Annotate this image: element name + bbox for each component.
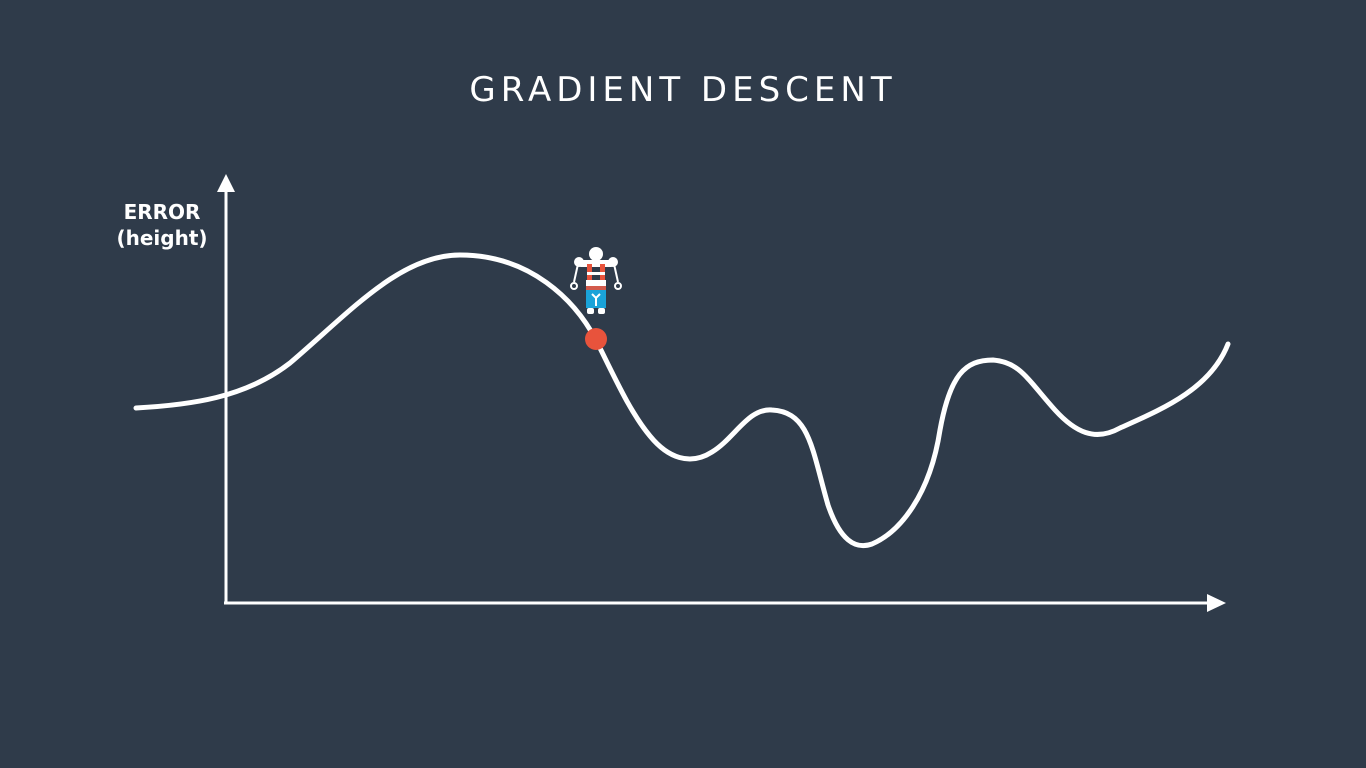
- slide-title: GRADIENT DESCENT: [469, 70, 897, 110]
- y-axis-arrowhead: [217, 174, 235, 192]
- y-axis-label-line1: ERROR: [123, 200, 201, 224]
- red-dot-marker: [585, 328, 607, 350]
- x-axis-arrowhead: [1207, 594, 1226, 612]
- y-axis-label-line2: (height): [116, 226, 208, 250]
- error-curve: [133, 252, 1231, 549]
- y-axis-label: ERROR (height): [100, 199, 224, 251]
- robot-icon: [570, 247, 622, 314]
